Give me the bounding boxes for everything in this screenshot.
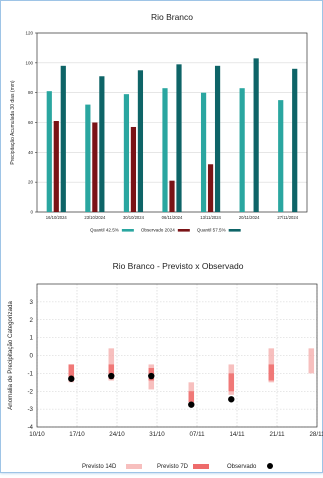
y-tick-label: 2 (30, 317, 34, 324)
bar-chart: Rio Branco 0 20 40 60 80 100 120 Precipitação Ac… (10, 12, 308, 233)
point-observado (68, 375, 75, 382)
y-tick-label: 0 (30, 353, 34, 360)
range-previsto-7d (108, 364, 115, 379)
x-tick-label: 21/11 (269, 431, 285, 438)
point-observado (228, 396, 235, 403)
legend-marker (267, 463, 273, 469)
y-tick-label: -2 (27, 388, 33, 395)
bar-quantil-42 (239, 88, 245, 212)
range-chart: Rio Branco - Previsto x Observado -4 -3 -2 -… (7, 261, 323, 470)
x-tick-label: 07/11 (189, 431, 205, 438)
bar-observado (53, 121, 59, 212)
x-tick-label: 20/11/2024 (239, 215, 260, 220)
bar-observado (207, 164, 214, 212)
x-tick-label: 23/10/2024 (84, 215, 106, 220)
point-observado (188, 401, 195, 408)
range-chart-panel: Rio Branco - Previsto x Observado -4 -3 -2 -… (0, 252, 323, 473)
y-tick-label: -3 (27, 406, 33, 413)
legend-swatch (177, 229, 190, 232)
plot-frame (36, 283, 318, 428)
bar-observado (92, 122, 98, 212)
chart-title: Rio Branco (151, 12, 193, 22)
bar-quantil-42 (123, 94, 130, 212)
y-tick-label: 3 (30, 299, 34, 306)
bar-quantil-42 (278, 100, 284, 212)
point-observado (148, 372, 155, 380)
y-tick-label: -4 (27, 424, 33, 431)
x-tick-label: 30/10/2024 (123, 215, 145, 220)
chart-title: Rio Branco - Previsto x Observado (113, 261, 244, 271)
bar-quantil-57 (292, 68, 298, 212)
range-previsto-7d (228, 373, 235, 392)
legend-swatch (121, 229, 134, 232)
legend-label: Quantil 57.5% (197, 228, 226, 233)
legend-swatch (193, 464, 209, 469)
bar-quantil-57 (253, 58, 259, 212)
bar-observado (130, 126, 137, 212)
bar-quantil-42 (46, 91, 52, 212)
bar-quantil-57 (137, 70, 144, 213)
x-tick-label: 14/11 (229, 431, 245, 438)
legend-label: Quantil 42.5% (90, 228, 119, 233)
y-tick-label: 40 (28, 150, 34, 155)
bar-quantil-57 (214, 65, 221, 212)
x-tick-label: 17/10 (69, 431, 85, 438)
legend-swatch (228, 229, 241, 232)
bar-quantil-57 (60, 65, 66, 212)
bar-observado (169, 180, 175, 212)
x-tick-label: 06/11/2024 (162, 215, 183, 220)
x-tick-label: 16/10/2024 (46, 215, 68, 220)
y-tick-label: 0 (30, 210, 33, 215)
y-tick-label: 120 (25, 31, 33, 36)
legend-label: Observado (227, 464, 257, 470)
bar-quantil-57 (99, 76, 105, 212)
y-tick-label: 60 (28, 120, 34, 125)
y-tick-label: 1 (30, 335, 34, 342)
bar-quantil-42 (85, 104, 91, 212)
legend-label: Previsto 14D (82, 464, 117, 470)
bar-chart-panel: Rio Branco 0 20 40 60 80 100 120 Precipitação Ac… (10, 12, 308, 233)
legend-label: Observado 2024 (141, 228, 175, 233)
bar-quantil-42 (162, 88, 168, 212)
y-tick-label: -1 (27, 370, 33, 377)
point-observado (108, 372, 115, 380)
x-tick-label: 31/10 (149, 431, 165, 438)
x-tick-label: 27/11/2024 (277, 215, 298, 220)
y-tick-label: 80 (28, 90, 34, 95)
x-tick-label: 24/10 (109, 431, 125, 438)
range-previsto-7d (268, 364, 275, 381)
bar-quantil-42 (200, 92, 207, 212)
y-axis-label: Precipitação Acumulada 30 dias (mm) (10, 80, 16, 165)
range-previsto-14d (308, 348, 315, 374)
y-tick-label: 100 (25, 60, 33, 65)
x-tick-label: 10/10 (29, 431, 45, 438)
x-tick-label: 28/11 (309, 431, 323, 438)
x-tick-label: 13/11/2024 (200, 215, 221, 220)
bar-quantil-57 (176, 64, 182, 212)
range-previsto-7d (188, 391, 195, 402)
range-previsto-7d (68, 364, 75, 379)
legend-label: Previsto 7D (157, 464, 189, 470)
legend-swatch (126, 464, 142, 469)
y-tick-label: 20 (28, 180, 34, 185)
y-axis-label: Anomalia de Precipitação Categorizada (7, 301, 14, 410)
